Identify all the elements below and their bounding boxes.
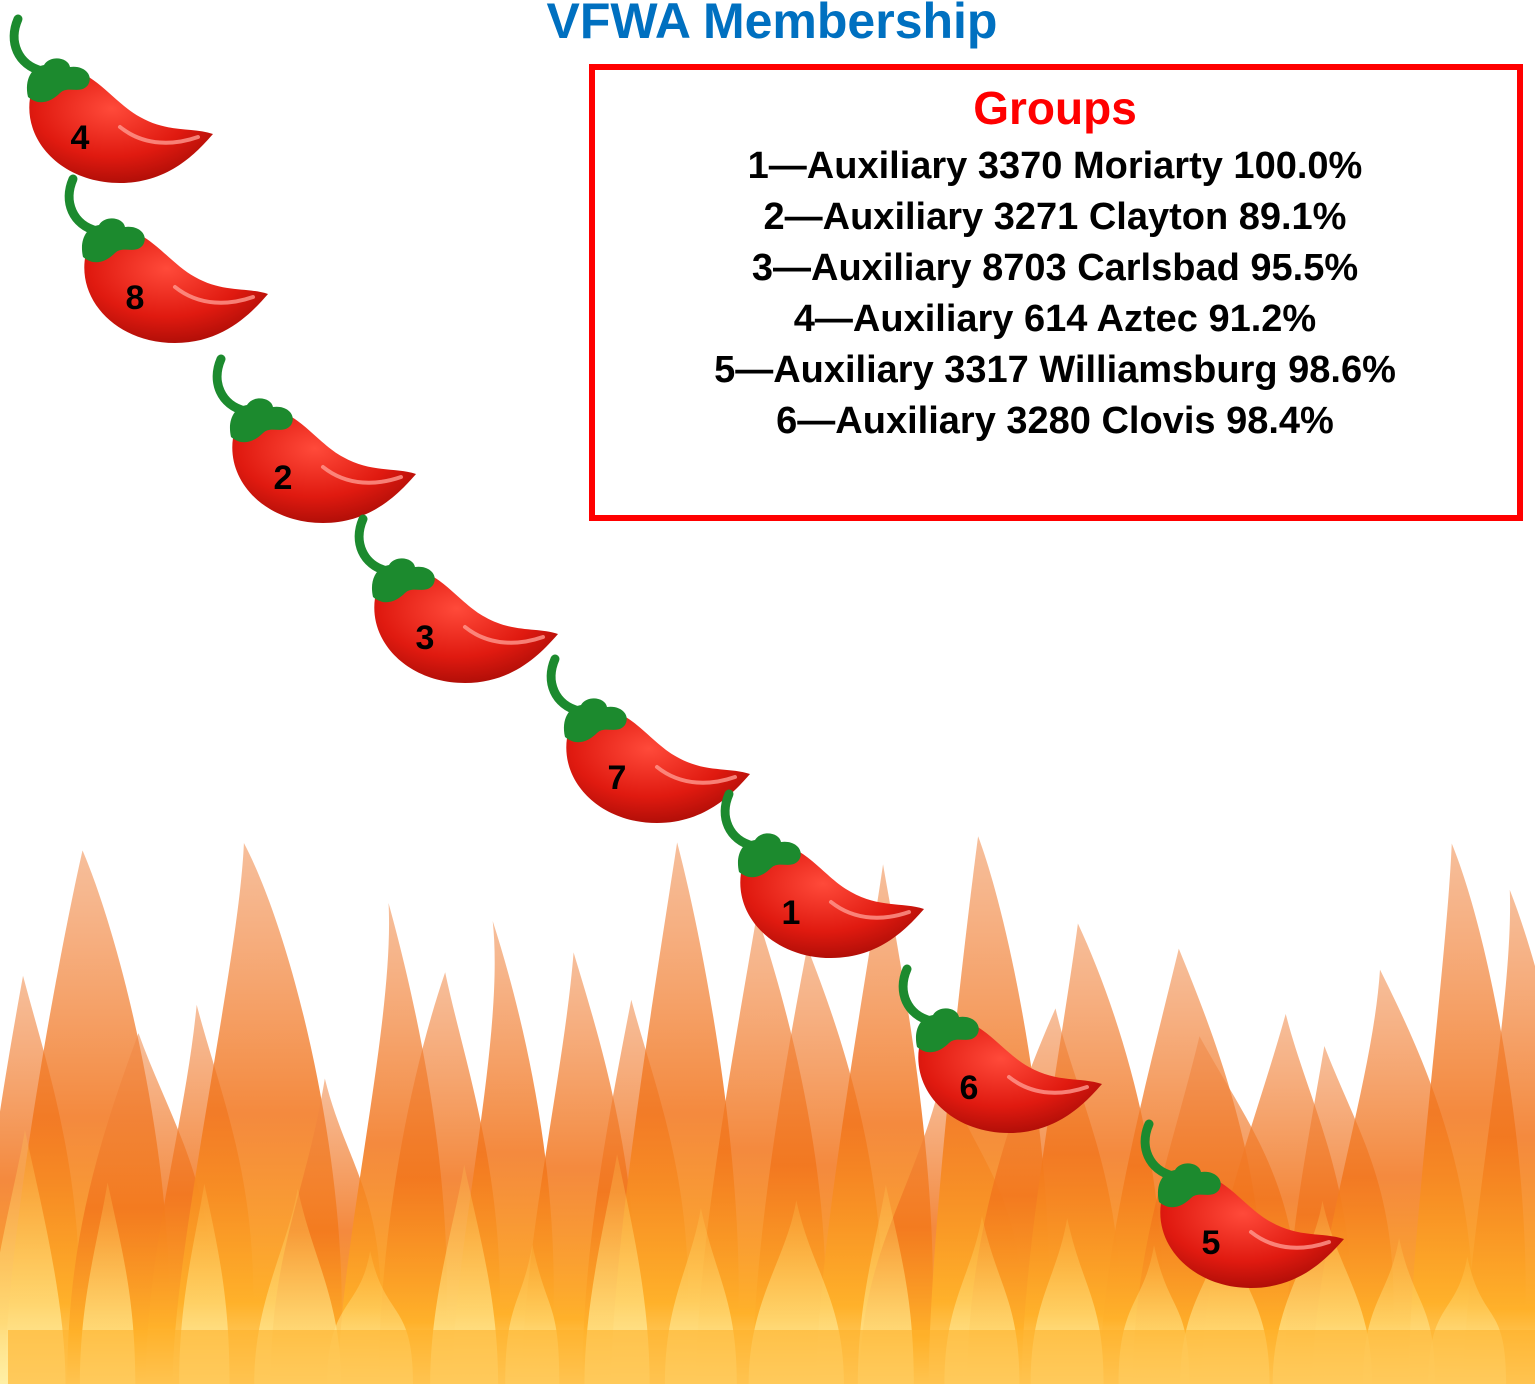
pepper-label: 4: [71, 119, 90, 157]
pepper: 8: [69, 179, 268, 343]
legend-item: 5—Auxiliary 3317 Williamsburg 98.6%: [714, 349, 1396, 391]
legend-item: 1—Auxiliary 3370 Moriarty 100.0%: [748, 145, 1363, 187]
pepper-stem: [551, 659, 579, 711]
pepper-label: 2: [274, 459, 293, 497]
pepper-stem: [725, 794, 753, 846]
legend-item: 3—Auxiliary 8703 Carlsbad 95.5%: [752, 247, 1358, 289]
pepper-label: 8: [126, 279, 145, 317]
legend-item: 2—Auxiliary 3271 Clayton 89.1%: [764, 196, 1347, 238]
pepper: 4: [14, 19, 213, 183]
flame-base: [8, 1330, 1535, 1384]
pepper-stem: [217, 359, 245, 411]
pepper: 3: [359, 519, 558, 683]
pepper-label: 7: [608, 759, 627, 797]
legend-box: [592, 67, 1520, 518]
infographic: VFWA Membership Groups 1—Auxiliary 3370 …: [0, 0, 1535, 1384]
title: VFWA Membership: [547, 0, 998, 49]
pepper-label: 1: [782, 894, 801, 932]
pepper: 2: [217, 359, 416, 523]
pepper-stem: [14, 19, 42, 71]
pepper-stem: [359, 519, 387, 571]
page: VFWA Membership Groups 1—Auxiliary 3370 …: [0, 0, 1535, 1384]
pepper-label: 3: [416, 619, 435, 657]
pepper-label: 5: [1202, 1224, 1221, 1262]
legend-item: 4—Auxiliary 614 Aztec 91.2%: [794, 298, 1316, 340]
pepper: 7: [551, 659, 750, 823]
legend-heading: Groups: [973, 82, 1137, 134]
pepper-label: 6: [960, 1069, 979, 1107]
pepper-stem: [69, 179, 97, 231]
legend-item: 6—Auxiliary 3280 Clovis 98.4%: [776, 400, 1334, 442]
